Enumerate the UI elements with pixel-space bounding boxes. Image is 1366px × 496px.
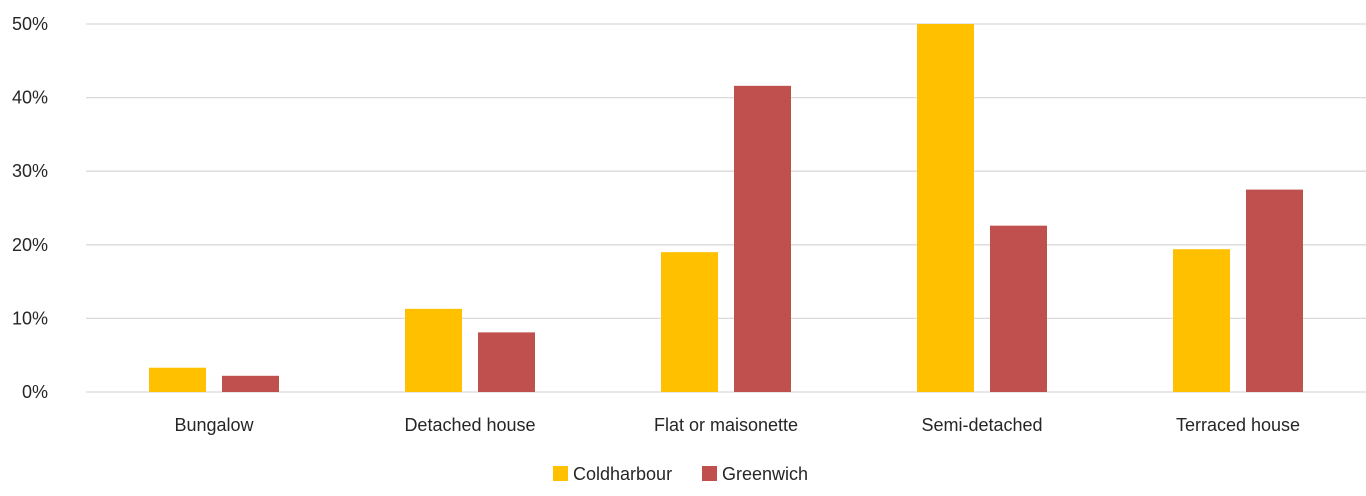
legend: Coldharbour Greenwich: [553, 464, 808, 484]
bar-greenwich-bungalow: [222, 375, 279, 392]
legend-label-greenwich: Greenwich: [722, 464, 808, 484]
legend-swatch-greenwich: [702, 466, 717, 481]
x-tick-label: Terraced house: [1176, 415, 1300, 435]
bar-greenwich-semi-detached: [990, 225, 1047, 392]
bar-coldharbour-semi-detached: [917, 24, 974, 392]
y-tick-label: 30%: [12, 161, 48, 181]
bar-greenwich-flat-or-maisonette: [734, 85, 791, 392]
y-tick-label: 40%: [12, 88, 48, 108]
gridlines: [86, 23, 1366, 393]
x-tick-label: Bungalow: [174, 415, 254, 435]
y-tick-label: 20%: [12, 235, 48, 255]
bar-coldharbour-detached-house: [405, 308, 462, 392]
bars: [149, 24, 1303, 392]
x-tick-label: Flat or maisonette: [654, 415, 798, 435]
bar-coldharbour-flat-or-maisonette: [661, 252, 718, 392]
bar-greenwich-detached-house: [478, 332, 535, 392]
y-tick-label: 0%: [22, 382, 48, 402]
y-tick-label: 10%: [12, 308, 48, 328]
bar-coldharbour-terraced-house: [1173, 249, 1230, 392]
legend-label-coldharbour: Coldharbour: [573, 464, 672, 484]
y-tick-label: 50%: [12, 14, 48, 34]
bar-coldharbour-bungalow: [149, 367, 206, 392]
axes: 0% 10% 20% 30% 40% 50% Bungalow Detached house F…: [12, 14, 1300, 435]
legend-swatch-coldharbour: [553, 466, 568, 481]
x-tick-label: Semi-detached: [921, 415, 1042, 435]
x-tick-label: Detached house: [404, 415, 535, 435]
bar-greenwich-terraced-house: [1246, 189, 1303, 392]
